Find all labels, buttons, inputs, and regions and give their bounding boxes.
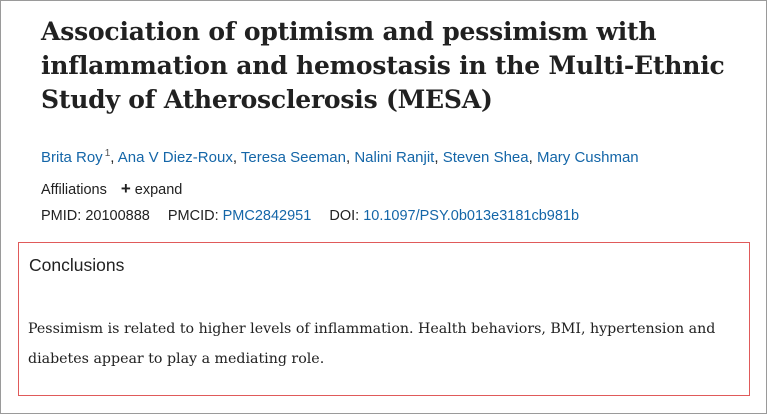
plus-icon: +	[120, 179, 131, 198]
author-link[interactable]: Teresa Seeman	[240, 149, 346, 166]
author-link[interactable]: Mary Cushman	[536, 149, 639, 166]
conclusions-heading: Conclusions	[29, 255, 125, 275]
doi-link[interactable]: 10.1097/PSY.0b013e3181cb981b	[363, 208, 580, 224]
doi-label: DOI:	[329, 208, 360, 224]
author-separator: ,	[110, 149, 115, 166]
author-link[interactable]: Brita Roy	[41, 149, 103, 166]
affiliations-label: Affiliations	[41, 182, 107, 198]
pmid-value: 20100888	[85, 208, 150, 224]
author-link[interactable]: Nalini Ranjit	[354, 149, 435, 166]
identifiers-row: PMID: 20100888 PMCID: PMC2842951 DOI: 10…	[41, 206, 579, 226]
author-list: Brita Roy 1, Ana V Diez-Roux, Teresa Seem…	[41, 144, 639, 168]
conclusions-text: Pessimism is related to higher levels of…	[28, 321, 716, 367]
author-separator: ,	[434, 149, 439, 166]
author-separator: ,	[528, 149, 533, 166]
author-separator: ,	[345, 149, 351, 166]
author-link[interactable]: Ana V Diez-Roux	[117, 149, 233, 166]
affiliation-sup[interactable]: 1	[104, 148, 111, 159]
pmcid-label: PMCID:	[167, 208, 219, 224]
pmcid-link[interactable]: PMC2842951	[222, 208, 312, 224]
pmid-label: PMID:	[41, 208, 82, 224]
article-title: Association of optimism and pessimism wi…	[41, 17, 725, 114]
affiliations-row: Affiliations + expand	[41, 179, 182, 200]
author-separator: ,	[232, 149, 237, 166]
expand-affiliations-button[interactable]: + expand	[120, 179, 183, 198]
author-link[interactable]: Steven Shea	[442, 149, 529, 166]
expand-label: expand	[134, 182, 183, 198]
conclusions-highlight-box: Conclusions Pessimism is related to high…	[18, 242, 750, 396]
